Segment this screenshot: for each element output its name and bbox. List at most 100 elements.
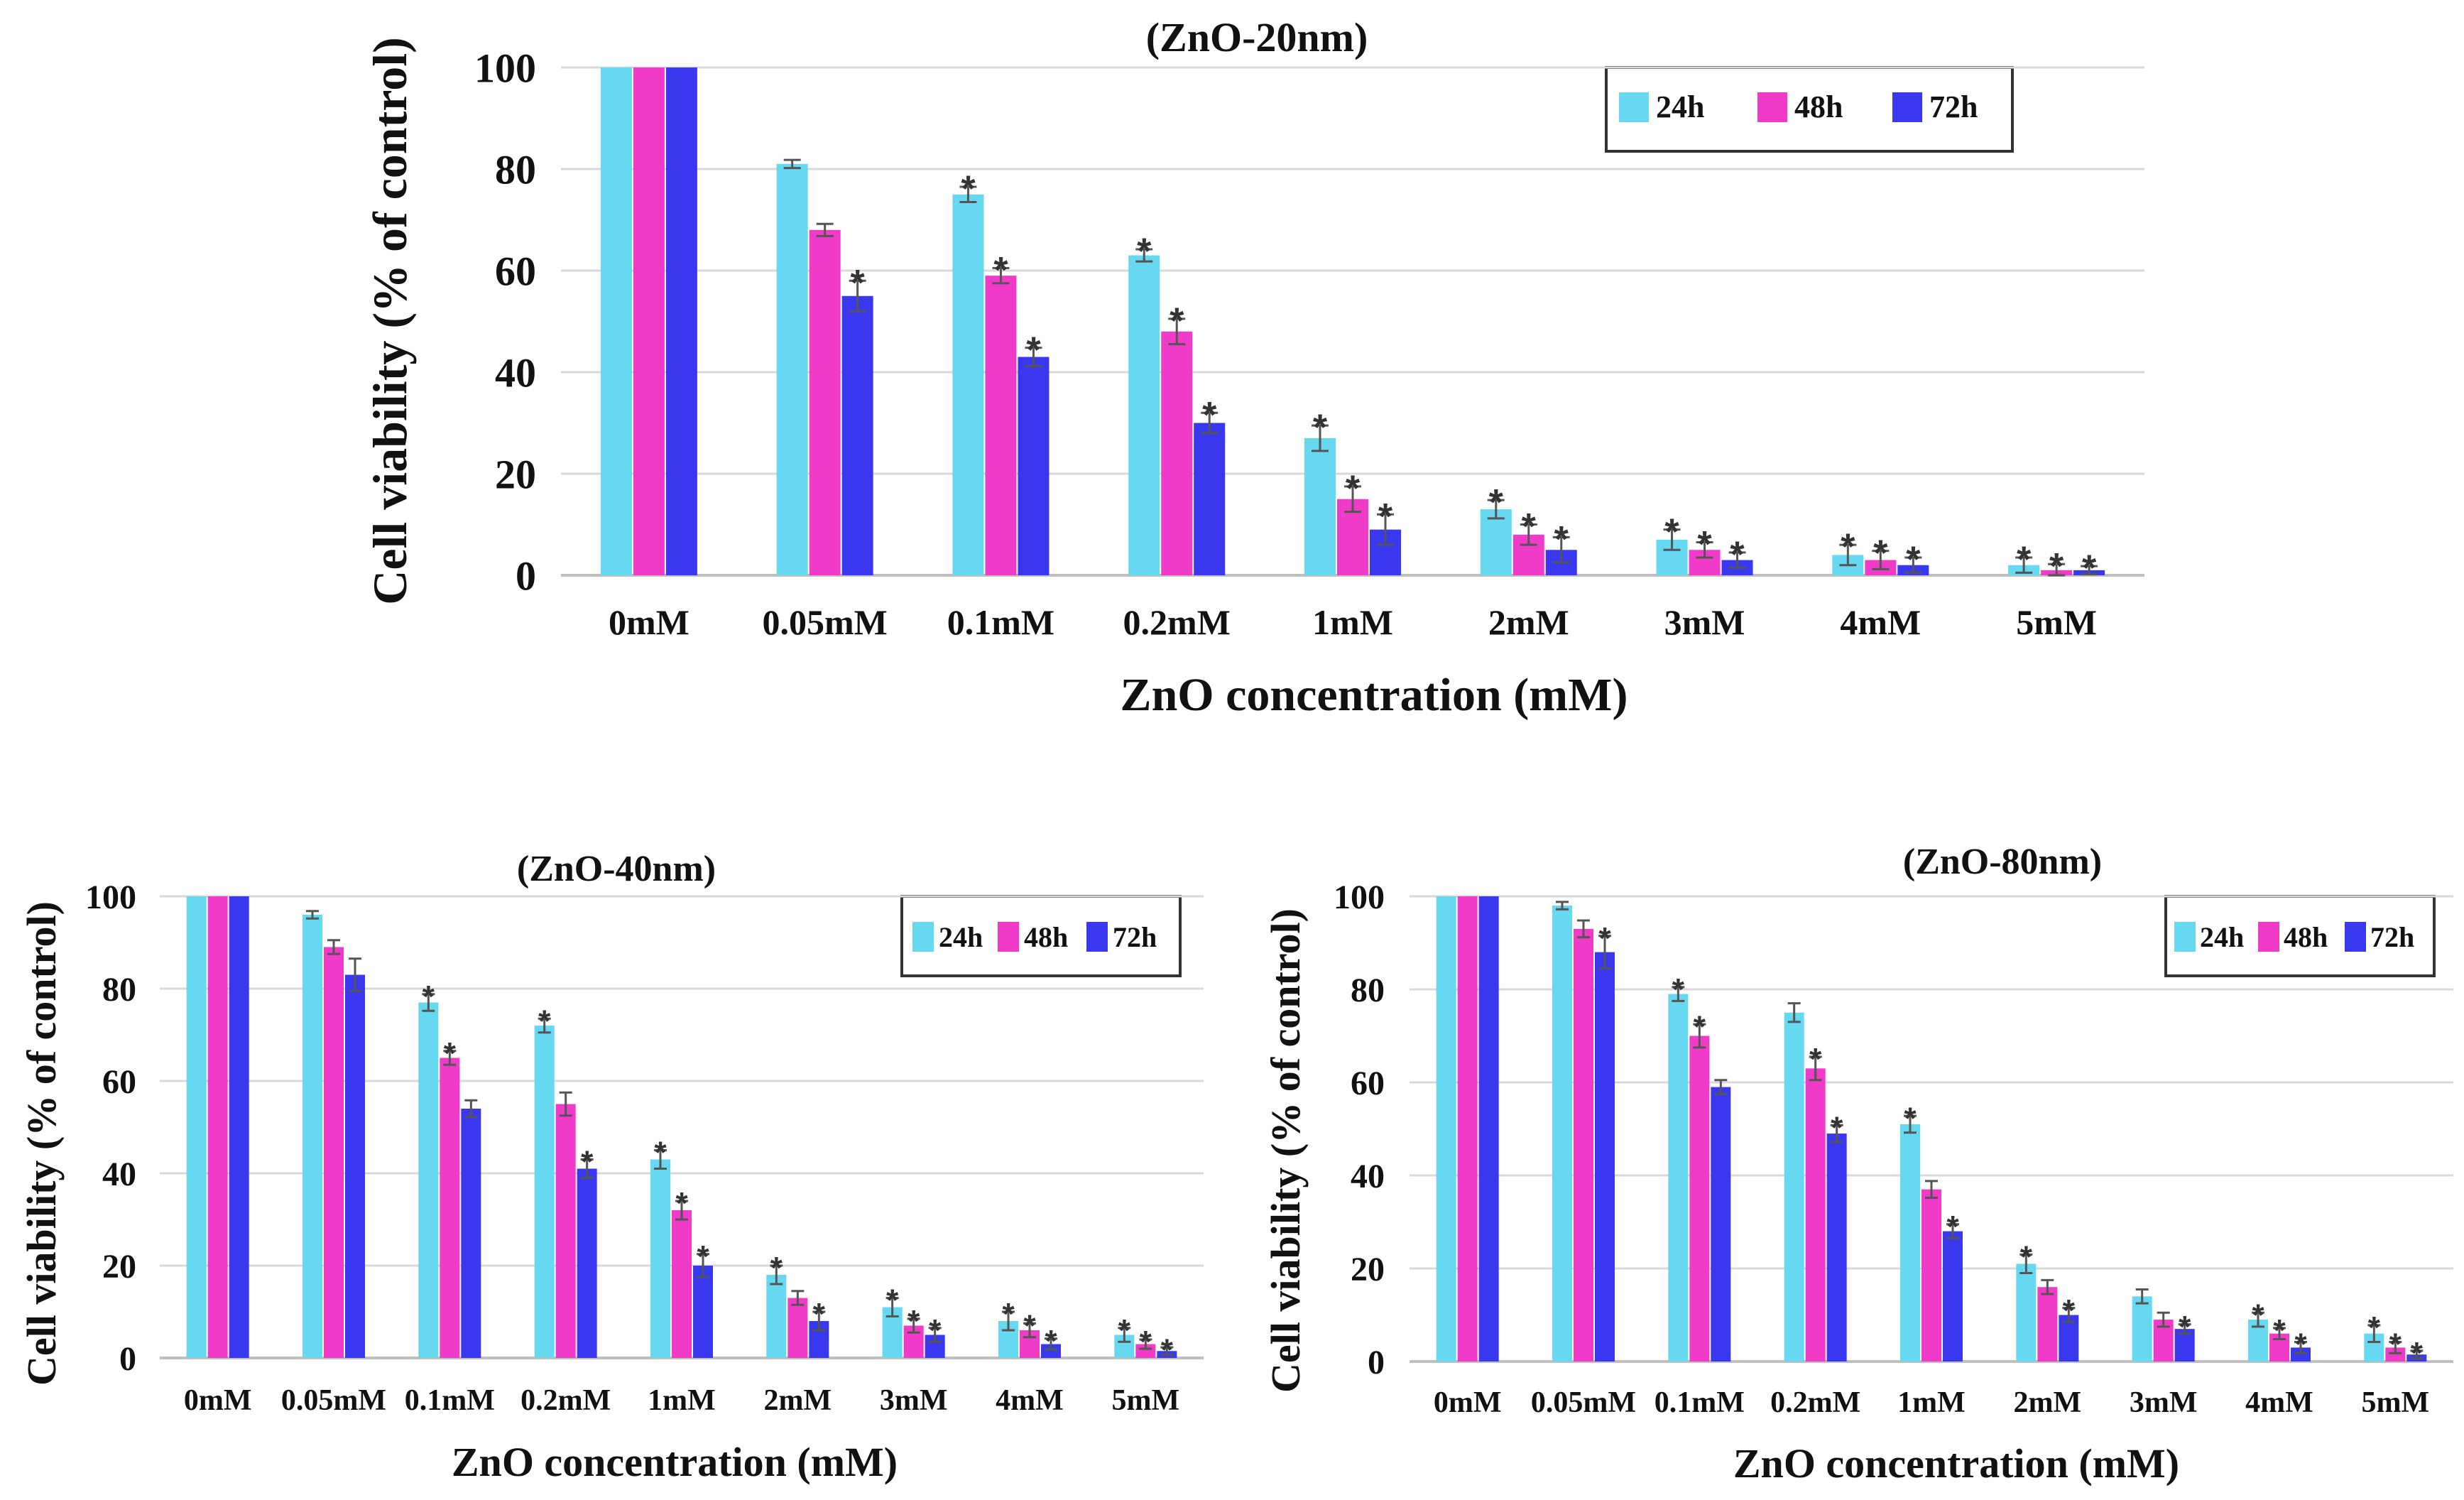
bar-24h-1mM (1304, 438, 1336, 575)
x-tick-label: 0.05mM (281, 1384, 386, 1417)
significance-star: * (675, 1186, 688, 1221)
significance-star: * (1161, 1332, 1174, 1367)
legend-swatch-48h (1757, 92, 1787, 122)
significance-star: * (961, 169, 976, 210)
significance-star: * (1045, 1324, 1057, 1359)
x-tick-label: 3mM (2130, 1386, 2198, 1419)
legend-label-48h: 48h (1794, 89, 1843, 124)
bar-72h-1mM (693, 1266, 713, 1358)
legend-label-72h: 72h (1929, 89, 1978, 124)
plot-area: 0 20 40 60 80 100 0mM * 0.05mM * * * 0.1mM * * * 0.2mM * *… (474, 45, 2144, 642)
bar-48h-2mM (787, 1298, 808, 1358)
x-tick-label: 0.2mM (1770, 1386, 1860, 1419)
bar-72h-4mM (2291, 1347, 2311, 1362)
bar-24h-0.2mM (534, 1026, 555, 1358)
significance-star: * (1554, 519, 1569, 560)
significance-star: * (1313, 408, 1328, 449)
significance-star: * (423, 979, 435, 1014)
y-tick-label: 100 (85, 879, 136, 916)
legend-swatch-24h (1619, 92, 1649, 122)
x-tick-label: 0.05mM (1531, 1386, 1636, 1419)
significance-star: * (2020, 1240, 2033, 1275)
legend-swatch-24h (912, 922, 934, 952)
significance-star: * (1378, 496, 1393, 538)
y-tick-label: 20 (102, 1248, 136, 1286)
significance-star: * (1137, 232, 1152, 273)
y-axis-title: Cell viability (% of control) (1263, 908, 1309, 1393)
bar-48h-0.05mM (809, 229, 841, 575)
chart-panel-zno-20nm: (ZnO-20nm) Cell viability (% of control)… (363, 14, 2144, 721)
significance-star: * (2049, 546, 2064, 587)
bar-24h-1mM (650, 1159, 670, 1358)
significance-star: * (1140, 1325, 1152, 1359)
legend-label-48h: 48h (2284, 921, 2328, 953)
significance-star: * (1906, 540, 1921, 581)
chart-title: (ZnO-20nm) (1146, 14, 1368, 60)
x-axis-title: ZnO concentration (mM) (1121, 669, 1628, 721)
legend: 24h 48h 72h (2164, 895, 2436, 977)
bar-24h-1mM (1900, 1124, 1920, 1362)
bar-72h-0.05mM (345, 974, 365, 1358)
bar-72h-0mM (1478, 896, 1499, 1362)
legend-label-24h: 24h (2200, 921, 2244, 953)
bar-72h-4mM (1041, 1344, 1061, 1358)
significance-star: * (2273, 1313, 2286, 1348)
legend-frame (1605, 66, 2014, 153)
significance-star: * (1841, 527, 1855, 568)
significance-star: * (1598, 921, 1611, 956)
x-tick-label: 3mM (1664, 602, 1745, 642)
significance-star: * (1664, 511, 1679, 553)
significance-star: * (1694, 1009, 1706, 1044)
x-tick-label: 0mM (184, 1384, 252, 1417)
significance-star: * (851, 263, 866, 304)
bar-48h-0mM (633, 67, 665, 575)
bar-24h-0.1mM (1668, 994, 1689, 1362)
legend-label-24h: 24h (939, 921, 983, 953)
x-tick-label: 0.1mM (947, 602, 1054, 642)
significance-star: * (886, 1283, 899, 1318)
significance-star: * (1118, 1313, 1131, 1348)
bar-48h-0mM (207, 896, 228, 1358)
legend-frame (900, 895, 1182, 977)
bar-24h-0.05mM (1552, 906, 1572, 1362)
legend-label-24h: 24h (1656, 89, 1704, 124)
bar-48h-5mM (1135, 1344, 1156, 1358)
x-tick-label: 5mM (2362, 1386, 2430, 1419)
y-tick-label: 80 (495, 146, 536, 192)
significance-star: * (581, 1145, 594, 1180)
bar-24h-0.2mM (1784, 1012, 1804, 1362)
x-tick-label: 5mM (1112, 1384, 1180, 1417)
legend-swatch-24h (2174, 922, 2196, 952)
bar-24h-0mM (186, 896, 207, 1358)
chart-panel-zno-40nm: (ZnO-40nm) Cell viability (% of control)… (18, 849, 1204, 1485)
legend-label-72h: 72h (2370, 921, 2414, 953)
bar-72h-0mM (229, 896, 249, 1358)
significance-star: * (538, 1004, 551, 1038)
bar-72h-0.05mM (1595, 952, 1615, 1362)
x-tick-label: 0.2mM (520, 1384, 611, 1417)
significance-star: * (2082, 548, 2097, 589)
significance-star: * (2368, 1310, 2381, 1345)
x-tick-label: 0.1mM (1655, 1386, 1745, 1419)
x-tick-label: 4mM (996, 1384, 1064, 1417)
bar-72h-0.1mM (1018, 357, 1050, 575)
y-tick-label: 80 (1351, 972, 1385, 1009)
x-axis-title: ZnO concentration (mM) (1733, 1440, 2179, 1487)
legend-swatch-72h (2345, 922, 2366, 952)
chart-panel-zno-80nm: (ZnO-80nm) Cell viability (% of control)… (1263, 842, 2453, 1487)
x-tick-label: 1mM (648, 1384, 716, 1417)
x-tick-label: 1mM (1897, 1386, 1966, 1419)
bar-24h-0mM (600, 67, 632, 575)
bar-72h-0mM (665, 67, 697, 575)
bar-24h-3mM (2132, 1296, 2152, 1362)
y-tick-label: 40 (495, 349, 536, 396)
bar-48h-0.2mM (1805, 1068, 1826, 1362)
legend: 24h 48h 72h (900, 895, 1182, 977)
significance-star: * (697, 1239, 709, 1274)
significance-star: * (907, 1304, 920, 1339)
chart-title: (ZnO-40nm) (517, 849, 716, 889)
significance-star: * (2017, 540, 2032, 581)
x-tick-label: 5mM (2016, 602, 2097, 642)
bar-48h-0.1mM (1689, 1036, 1710, 1362)
